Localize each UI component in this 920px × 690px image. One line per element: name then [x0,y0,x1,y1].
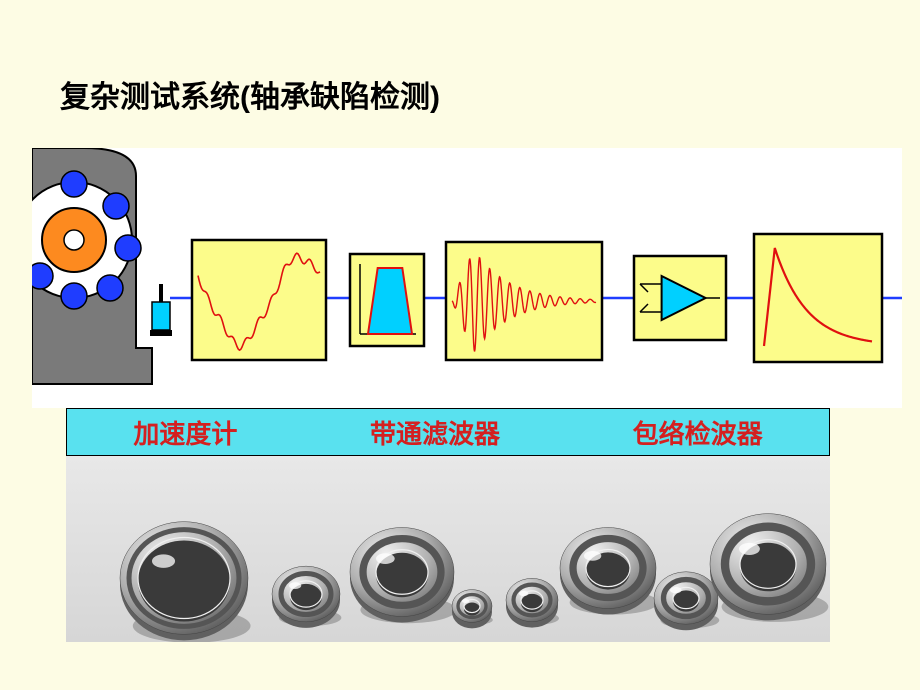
label-envelope-detector: 包络检波器 [633,414,763,451]
diagram-svg [32,148,902,408]
page-title: 复杂测试系统(轴承缺陷检测) [60,72,440,116]
signal-flow-diagram [32,148,902,408]
bearings-photo-area [66,456,830,642]
label-bandpass-filter: 带通滤波器 [370,414,500,451]
label-accelerometer: 加速度计 [133,414,237,451]
labels-bar: 加速度计 带通滤波器 包络检波器 [66,408,830,456]
bearings-svg [66,456,830,642]
